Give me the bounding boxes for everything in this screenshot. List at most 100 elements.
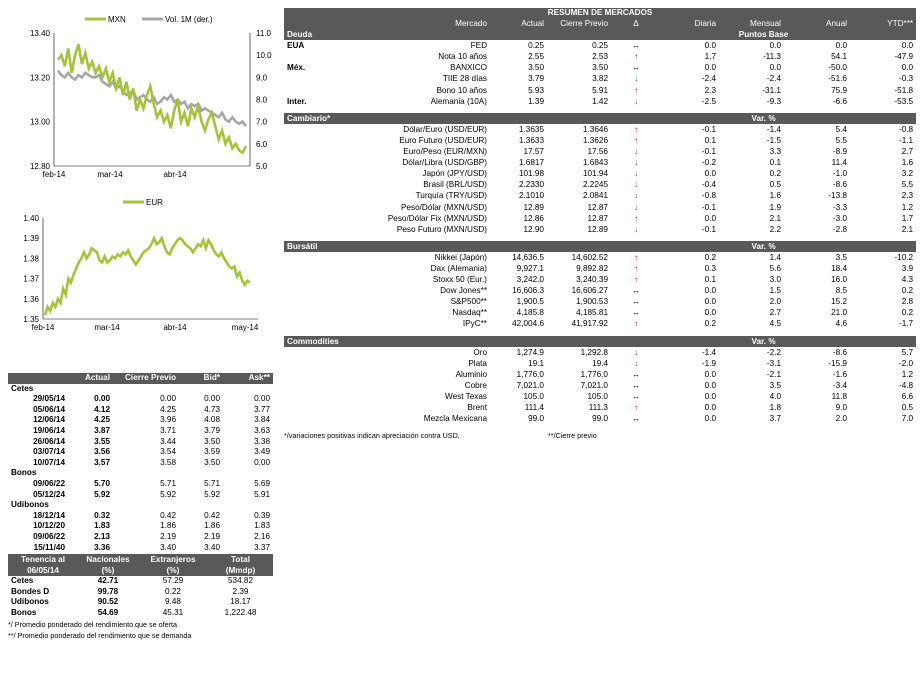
rates-row: 09/06/22 5.70 5.71 5.71 5.69 — [8, 479, 273, 490]
row-daily: -2.4 — [701, 74, 716, 84]
row-name: Euro/Peso (EUR/MXN) — [403, 147, 487, 157]
direction-arrow-icon: ↑ — [633, 213, 639, 223]
row-actual: 19.1 — [528, 358, 544, 368]
row-actual: 1,274.9 — [516, 347, 544, 357]
row-monthly: 1.9 — [769, 202, 781, 212]
row-name: Plata — [468, 358, 487, 368]
row-name: Alemania (10A) — [430, 96, 487, 106]
row-daily: 0.0 — [704, 308, 716, 318]
row-name: Mezcla Mexicana — [423, 414, 487, 424]
direction-arrow-icon: ↑ — [633, 52, 639, 62]
row-group-label — [284, 263, 324, 274]
row-daily: 1.7 — [704, 52, 716, 62]
row-actual: 12.90 — [523, 224, 545, 234]
row-group-label — [284, 146, 324, 157]
market-row: Dólar/Libra (USD/GBP) 1.6817 1.6843 ↓ -0.2 0.… — [284, 157, 916, 168]
row-daily: 0.0 — [704, 392, 716, 401]
rates-cell: 3.96 — [160, 415, 176, 425]
column-header: Δ — [611, 18, 661, 30]
row-group-label — [284, 391, 324, 402]
rates-row: 18/12/14 0.32 0.42 0.42 0.39 — [8, 511, 273, 522]
rates-cell: 09/06/22 — [33, 478, 65, 488]
column-header: Actual — [490, 18, 547, 30]
row-annual: -8.6 — [832, 347, 847, 357]
row-name: Aluminio — [455, 369, 487, 379]
row-daily: -1.4 — [701, 347, 716, 357]
rates-cell: 18/12/14 — [33, 510, 65, 520]
tenencia-cell: 57.29 — [162, 576, 184, 586]
row-annual: 4.6 — [835, 319, 847, 329]
rates-cell: 4.08 — [204, 415, 220, 425]
rates-note-1: */ Promedio ponderado del rendimiento qu… — [8, 620, 178, 630]
row-annual: 21.0 — [831, 308, 847, 318]
row-monthly: 0.0 — [769, 63, 781, 73]
row-previous: 1.42 — [592, 96, 608, 106]
y2-tick-label: 5.0 — [256, 162, 268, 171]
direction-arrow-icon: ↔ — [631, 414, 641, 424]
market-header-row: Mercado Actual Cierre Previo Δ Diaria Mensual… — [284, 18, 917, 30]
row-daily: 0.0 — [704, 41, 716, 51]
row-group-label — [284, 213, 324, 224]
market-row: Peso Futuro (MXN/USD) 12.90 12.89 ↓ -0.1 2.2 -… — [284, 224, 916, 235]
section-name: Commodities — [284, 335, 611, 347]
row-ytd: 0.2 — [901, 286, 914, 296]
market-title: RESUMEN DE MERCADOS — [284, 8, 917, 18]
row-actual: 3,242.0 — [516, 275, 544, 285]
rates-cell: 1.86 — [160, 521, 176, 531]
row-name: Cobre — [464, 380, 487, 390]
row-previous: 99.0 — [592, 414, 608, 424]
rates-row: 05/06/14 4.12 4.25 4.73 3.77 — [8, 405, 273, 416]
row-previous: 7,021.0 — [580, 380, 608, 390]
rates-cell: 4.73 — [204, 404, 220, 414]
row-group-label — [284, 179, 324, 190]
rates-cell: 0.32 — [94, 510, 110, 520]
row-actual: 3.79 — [528, 74, 544, 84]
direction-arrow-icon: ↓ — [633, 147, 639, 157]
series-mxn-line — [56, 43, 248, 155]
rates-cell: 5.71 — [204, 478, 220, 488]
row-previous: 2.0841 — [582, 191, 608, 201]
row-monthly: 1.5 — [769, 286, 781, 296]
column-header: YTD*** — [850, 18, 917, 30]
row-name: Euro Futuro (USD/EUR) — [399, 135, 487, 145]
tenencia-cell: 534.82 — [227, 576, 254, 586]
row-ytd: 2.1 — [901, 224, 914, 234]
row-name: S&P500** — [450, 297, 487, 307]
tenencia-cell: 90.52 — [97, 597, 119, 607]
market-note-2: **/Cierre previo — [548, 431, 597, 441]
y2-tick-label: 8.0 — [256, 96, 268, 105]
row-name: Brent — [467, 403, 487, 413]
row-actual: 111.4 — [524, 403, 544, 413]
row-monthly: 1.6 — [769, 191, 781, 201]
row-annual: -1.0 — [832, 169, 847, 179]
row-daily: 0.1 — [704, 275, 716, 285]
market-row: Dow Jones** 16,606.3 16,606.27 ↔ 0.0 1.5 8.5 0.… — [284, 285, 916, 296]
mxn-chart: MXN Vol. 1M (der.) 13.4013.2013.0012.80 … — [30, 15, 272, 179]
tenencia-cell: 9.48 — [165, 597, 181, 607]
y-tick-label: 12.80 — [30, 162, 51, 171]
rates-cell: 05/06/14 — [33, 404, 65, 414]
tenencia-column-header: Tenencia al — [8, 554, 78, 566]
column-header: Cierre Previo — [547, 18, 611, 30]
row-name: Oro — [473, 347, 487, 357]
row-name: Brasil (BRL/USD) — [423, 180, 487, 190]
row-annual: 75.9 — [831, 85, 847, 95]
row-group-label — [284, 380, 324, 391]
row-ytd: -0.8 — [899, 124, 914, 134]
row-monthly: 1.8 — [769, 403, 781, 413]
section-name: Cambiario* — [284, 112, 611, 124]
row-group-label — [284, 252, 324, 263]
row-group-label — [284, 347, 324, 358]
row-actual: 42,004.6 — [512, 319, 544, 329]
row-previous: 14,602.52 — [571, 252, 608, 262]
row-actual: 2.1010 — [518, 191, 544, 201]
row-monthly: 2.2 — [769, 224, 781, 234]
row-group-label — [284, 202, 324, 213]
y-tick-label: 13.20 — [30, 73, 51, 82]
direction-arrow-icon: ↑ — [633, 263, 639, 273]
market-row: West Texas 105.0 105.0 ↔ 0.0 4.0 11.8 6.6 — [284, 391, 916, 402]
tenencia-cell: 18.17 — [230, 597, 251, 607]
row-monthly: 3.3 — [769, 147, 781, 157]
section-unit: Var. % — [611, 112, 917, 124]
rates-cell: 2.19 — [204, 531, 220, 541]
